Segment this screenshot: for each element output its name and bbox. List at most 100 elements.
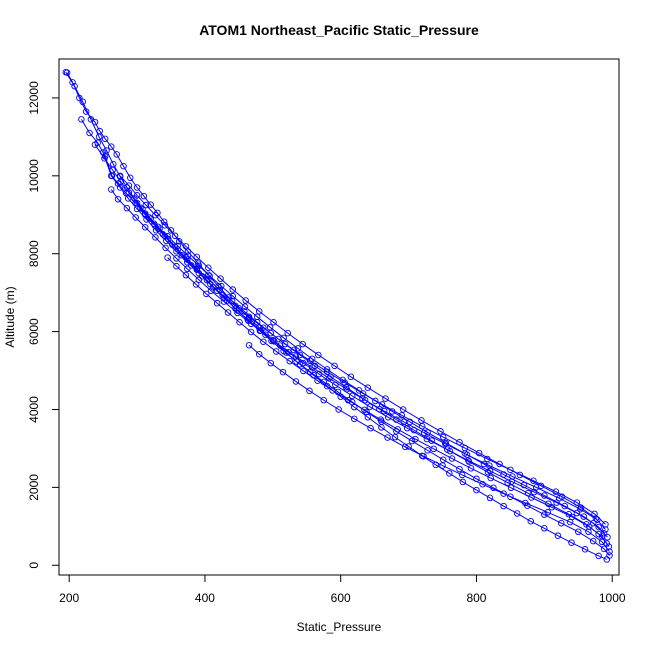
- data-point: [279, 368, 287, 376]
- data-point: [527, 518, 535, 525]
- y-axis-label: Altitude (m): [3, 286, 17, 347]
- data-point: [234, 309, 241, 317]
- data-point: [78, 116, 85, 123]
- data-point: [217, 275, 224, 282]
- series-3: [78, 116, 611, 547]
- x-tick-label: 600: [331, 591, 351, 605]
- data-point: [558, 519, 565, 527]
- data-point: [568, 539, 575, 546]
- data-point: [439, 433, 447, 441]
- data-point: [589, 537, 597, 545]
- data-point: [351, 415, 358, 423]
- y-axis: 0 2000 4000 6000 8000 10000 12000: [27, 81, 60, 569]
- data-point: [207, 287, 215, 294]
- data-point: [355, 387, 363, 394]
- data-point: [125, 182, 133, 189]
- data-point: [116, 172, 124, 180]
- data-point: [255, 308, 263, 315]
- data-point: [253, 313, 261, 321]
- data-point: [207, 280, 214, 288]
- data-point: [224, 309, 232, 316]
- data-point: [124, 195, 132, 202]
- data-point: [217, 282, 225, 290]
- data-point: [384, 414, 392, 421]
- data-point: [184, 265, 191, 273]
- series-4: [91, 141, 608, 537]
- data-point: [486, 494, 494, 502]
- data-point: [513, 510, 521, 517]
- data-point: [195, 269, 203, 277]
- data-point: [580, 513, 587, 520]
- data-point: [380, 407, 388, 415]
- data-point: [255, 350, 263, 358]
- data-point: [480, 460, 488, 468]
- data-point: [292, 378, 300, 385]
- data-point: [459, 478, 467, 486]
- data-point: [602, 521, 609, 528]
- series-7: [116, 172, 609, 533]
- data-point: [262, 331, 269, 338]
- data-point: [71, 83, 78, 90]
- data-point: [101, 135, 109, 143]
- data-point: [602, 526, 609, 533]
- data-point: [245, 313, 253, 321]
- data-point: [62, 68, 70, 76]
- data-point: [487, 474, 494, 482]
- data-point: [306, 357, 314, 365]
- data-point: [458, 471, 466, 479]
- data-point: [544, 509, 551, 516]
- data-point: [595, 523, 602, 531]
- data-point: [108, 186, 115, 193]
- data-point: [598, 538, 606, 546]
- series-1: [63, 69, 611, 563]
- data-point: [516, 471, 524, 479]
- data-point: [361, 396, 369, 404]
- series-line: [248, 344, 610, 552]
- data-point: [389, 408, 396, 415]
- data-point: [178, 252, 186, 259]
- data-point: [220, 298, 228, 305]
- data-point: [193, 253, 201, 261]
- data-point: [173, 262, 180, 270]
- data-point: [245, 341, 253, 349]
- data-point: [86, 129, 93, 137]
- data-point: [606, 552, 613, 559]
- data-point: [247, 328, 255, 336]
- data-point: [577, 504, 585, 511]
- data-point: [456, 465, 463, 473]
- data-point: [146, 214, 153, 221]
- data-point: [167, 227, 175, 234]
- data-point: [507, 466, 514, 474]
- data-point: [522, 499, 529, 507]
- data-point: [315, 351, 322, 359]
- data-point: [152, 211, 159, 219]
- data-point: [182, 243, 190, 250]
- data-point: [192, 281, 200, 288]
- data-point: [137, 204, 144, 212]
- data-point: [141, 210, 149, 217]
- data-point: [541, 492, 548, 499]
- data-point: [424, 447, 431, 454]
- data-point: [127, 174, 134, 182]
- data-point: [496, 460, 503, 468]
- data-point: [528, 494, 535, 501]
- data-point: [323, 366, 331, 373]
- data-point: [103, 147, 110, 154]
- data-point: [500, 490, 507, 497]
- data-point: [79, 98, 87, 106]
- data-point: [581, 546, 589, 553]
- data-point: [448, 455, 456, 462]
- data-point: [558, 493, 566, 500]
- data-point: [299, 340, 306, 348]
- data-point: [219, 291, 226, 299]
- data-point: [456, 438, 463, 446]
- data-point: [108, 172, 115, 180]
- data-point: [152, 234, 159, 241]
- data-point: [343, 385, 351, 393]
- y-tick-label: 12000: [27, 81, 41, 115]
- plot-frame: [58, 58, 620, 576]
- data-point: [270, 319, 277, 326]
- data-point: [308, 355, 316, 363]
- data-point: [394, 426, 401, 433]
